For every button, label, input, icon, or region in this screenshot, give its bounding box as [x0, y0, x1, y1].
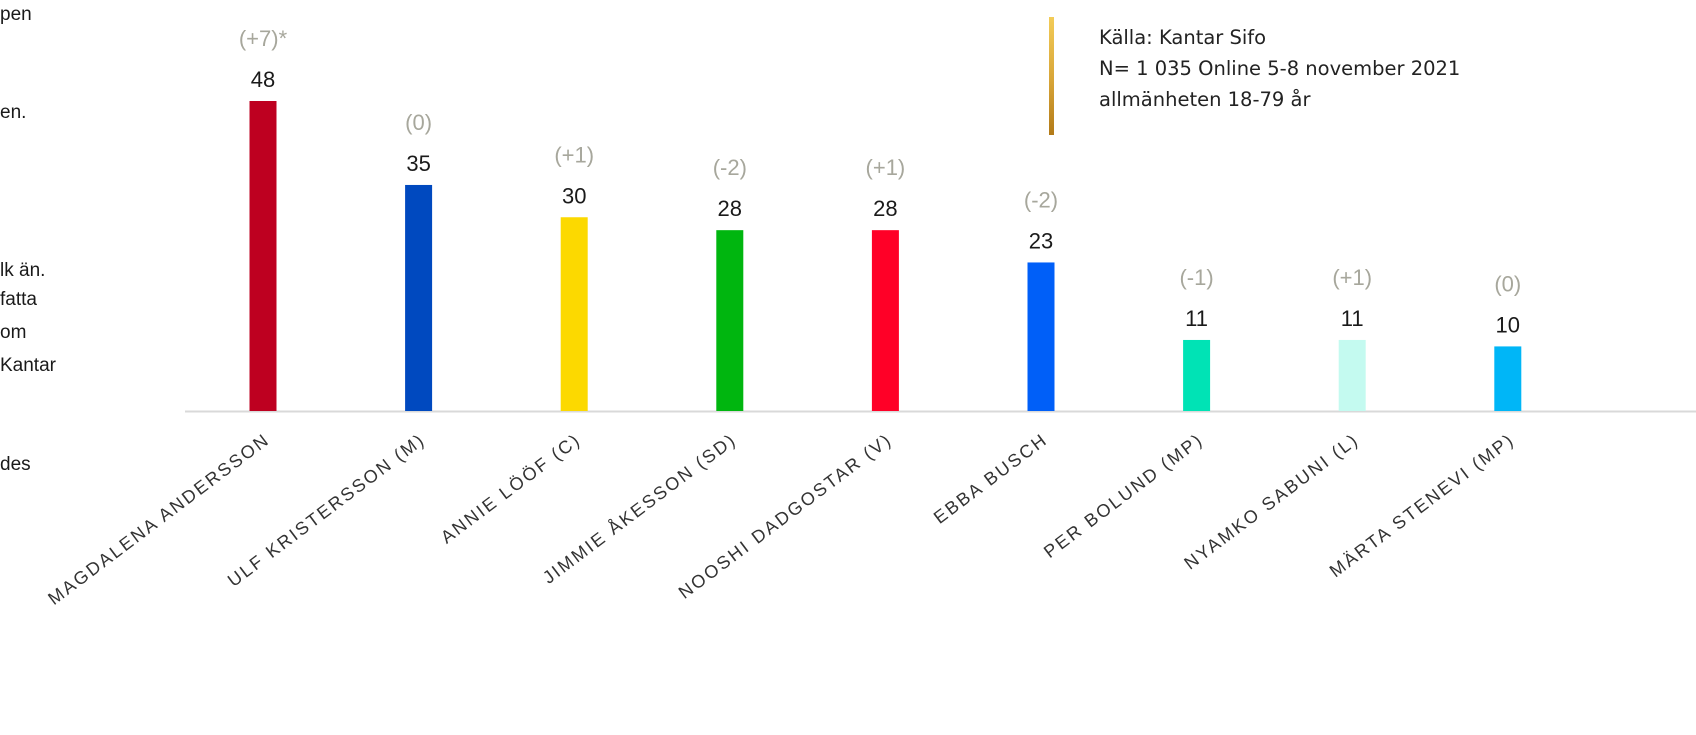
change-label: (+1) — [1332, 265, 1372, 290]
category-label: MÄRTA STENEVI (MP) — [1326, 429, 1519, 581]
change-label: (-2) — [713, 155, 747, 180]
value-label: 30 — [562, 183, 586, 208]
left-fragment: Kantar — [0, 355, 56, 376]
value-label: 28 — [873, 196, 897, 221]
value-label: 23 — [1029, 228, 1053, 253]
category-label: NYAMKO SABUNI (L) — [1180, 429, 1362, 573]
bar — [716, 230, 744, 411]
value-label: 11 — [1185, 306, 1208, 331]
bar — [1027, 262, 1055, 411]
left-fragment: om — [0, 322, 27, 343]
bar — [1183, 339, 1211, 411]
change-label: (0) — [405, 110, 432, 135]
category-label: PER BOLUND (MP) — [1040, 429, 1207, 562]
change-label: (+1) — [554, 142, 594, 167]
left-fragment: des — [0, 454, 31, 475]
bar — [560, 217, 588, 411]
value-label: 28 — [718, 196, 742, 221]
bar — [1338, 339, 1366, 411]
bar — [405, 184, 433, 411]
left-fragment: lk än. — [0, 260, 46, 281]
bar — [871, 230, 899, 411]
source-accent-bar — [1049, 17, 1054, 135]
change-label: (+1) — [866, 155, 906, 180]
bar — [1494, 346, 1522, 411]
value-label: 10 — [1496, 312, 1520, 337]
left-fragment: en. — [0, 102, 27, 123]
change-label: (+7)* — [239, 26, 288, 51]
source-line: Källa: Kantar Sifo — [1099, 26, 1267, 49]
change-label: (-1) — [1179, 265, 1213, 290]
change-label: (0) — [1494, 271, 1521, 296]
change-label: (-2) — [1024, 187, 1058, 212]
source-line: N= 1 035 Online 5-8 november 2021 — [1099, 57, 1461, 80]
source-line: allmänheten 18-79 år — [1099, 88, 1311, 111]
value-label: 11 — [1341, 306, 1364, 331]
category-label: ANNIE LÖÖF (C) — [437, 429, 585, 547]
value-label: 48 — [251, 67, 275, 92]
left-fragment: pen — [0, 4, 32, 25]
bar — [249, 101, 277, 411]
category-label: EBBA BUSCH — [930, 429, 1051, 527]
source-note: Källa: Kantar Sifo N= 1 035 Online 5-8 n… — [1099, 22, 1460, 115]
left-fragment: fatta — [0, 289, 37, 310]
value-label: 35 — [406, 151, 430, 176]
